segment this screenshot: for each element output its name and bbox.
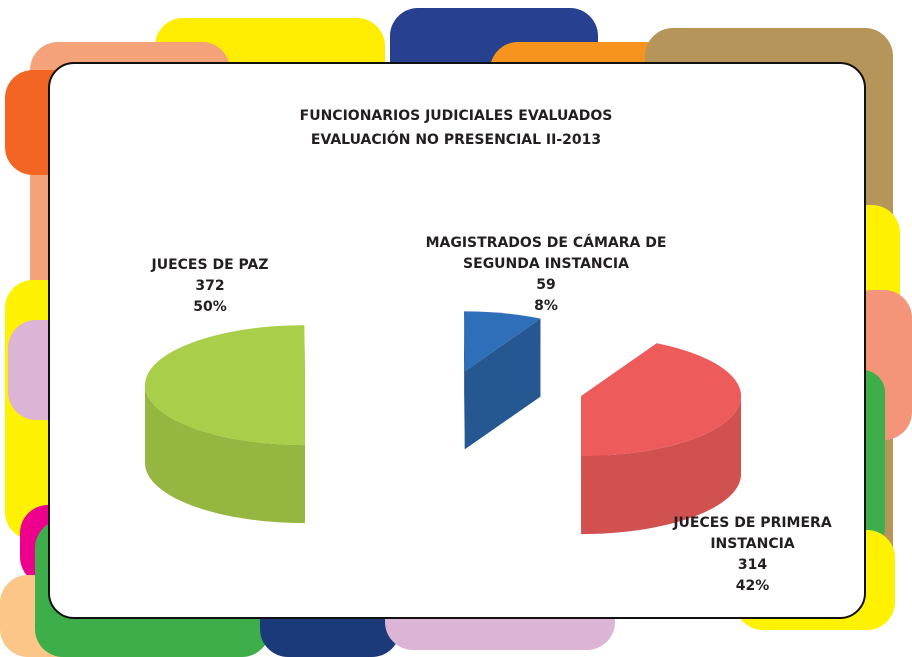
category-label: MAGISTRADOS DE CÁMARA DE SEGUNDA INSTANC… <box>415 233 677 275</box>
page: FUNCIONARIOS JUDICIALES EVALUADOS EVALUA… <box>0 0 912 657</box>
value-label: 314 <box>660 555 845 576</box>
value-label: 59 <box>415 275 677 296</box>
pie-slice <box>145 325 305 523</box>
percent-label: 8% <box>415 296 677 317</box>
slice-label: MAGISTRADOS DE CÁMARA DE SEGUNDA INSTANC… <box>415 233 677 317</box>
chart-title: FUNCIONARIOS JUDICIALES EVALUADOS <box>230 106 682 127</box>
slice-label: JUECES DE PAZ 372 50% <box>120 255 300 318</box>
pie-slice <box>581 343 741 534</box>
value-label: 372 <box>120 276 300 297</box>
category-label: JUECES DE PRIMERA INSTANCIA <box>660 513 845 555</box>
percent-label: 42% <box>660 576 845 597</box>
percent-label: 50% <box>120 297 300 318</box>
category-label: JUECES DE PAZ <box>120 255 300 276</box>
slice-label: JUECES DE PRIMERA INSTANCIA 314 42% <box>660 513 845 597</box>
pie-slice <box>464 311 540 449</box>
chart-subtitle: EVALUACIÓN NO PRESENCIAL II-2013 <box>230 130 682 151</box>
